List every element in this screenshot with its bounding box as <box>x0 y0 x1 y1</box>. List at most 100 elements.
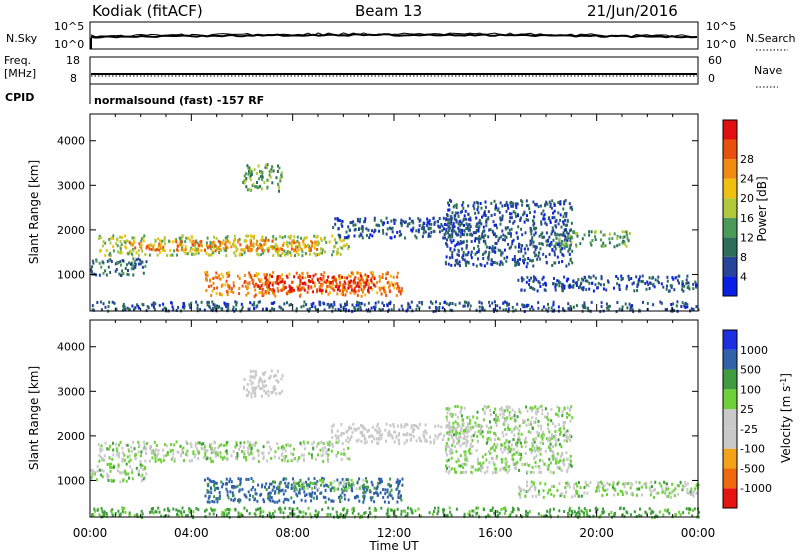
power-cell <box>292 288 295 292</box>
power-cell <box>581 237 584 241</box>
power-cell <box>608 237 611 241</box>
vel-cell <box>310 495 313 499</box>
power-cell <box>396 271 399 275</box>
vel-cell <box>556 466 559 470</box>
vel-cell <box>103 458 106 462</box>
power-cell <box>91 265 93 269</box>
power-cell <box>256 274 258 278</box>
vel-cell <box>317 487 320 491</box>
power-cell <box>657 275 660 279</box>
power-cell <box>120 243 123 247</box>
vel-cell <box>629 513 632 517</box>
power-cell <box>373 218 376 222</box>
vel-cell <box>311 482 314 485</box>
power-cell <box>349 221 352 225</box>
power-cell <box>566 218 569 222</box>
vel-cell <box>522 419 525 423</box>
vel-cell <box>212 512 215 516</box>
power-cell <box>337 307 340 311</box>
power-cell <box>224 303 227 307</box>
power-cell <box>458 229 461 233</box>
vel-cell <box>495 433 498 437</box>
power-cell <box>473 201 476 205</box>
power-cell <box>488 304 491 308</box>
vel-cell <box>353 427 356 431</box>
power-cell <box>628 302 631 306</box>
power-cell <box>464 209 467 213</box>
vel-cell <box>304 494 307 498</box>
power-cell <box>258 300 261 304</box>
power-cell <box>408 217 411 221</box>
power-cell <box>194 246 197 250</box>
power-cell <box>318 241 321 245</box>
vel-cell <box>524 440 526 444</box>
power-cell <box>458 253 460 257</box>
power-cell <box>205 241 208 245</box>
power-cell <box>191 235 193 239</box>
power-cell <box>288 272 291 276</box>
power-cell <box>219 293 222 297</box>
vel-cell <box>374 508 377 512</box>
power-cell <box>181 305 184 309</box>
vel-cell <box>571 495 574 499</box>
vel-cell <box>202 442 205 446</box>
vel-cell <box>183 459 185 463</box>
power-cell <box>583 301 586 305</box>
power-cell <box>226 239 229 243</box>
power-cell <box>335 252 338 256</box>
vel-cell <box>181 451 183 455</box>
vel-cell <box>379 481 382 485</box>
power-cell <box>102 261 105 265</box>
vel-cell <box>305 480 308 484</box>
power-cell <box>626 306 629 310</box>
power-cell <box>505 308 508 312</box>
vel-cell <box>433 438 436 442</box>
vel-cell <box>589 480 592 484</box>
vel-cell <box>125 443 128 447</box>
power-cell <box>513 260 516 264</box>
vel-cell <box>215 486 218 490</box>
vel-cell <box>454 413 457 417</box>
vel-cell <box>598 485 601 489</box>
power-cell <box>507 302 510 306</box>
power-cell <box>455 220 458 224</box>
power-cell <box>337 251 340 255</box>
vel-cell <box>226 452 229 456</box>
power-cell <box>365 234 368 237</box>
power-cell <box>532 308 535 312</box>
power-cell <box>497 239 500 243</box>
power-cell <box>533 251 536 255</box>
vel-cell <box>538 405 541 409</box>
vel-cell <box>665 488 668 492</box>
power-cell <box>543 217 546 221</box>
power-cell <box>444 300 446 304</box>
power-cell <box>274 243 277 247</box>
vel-cell <box>561 492 564 496</box>
vel-cell <box>145 441 148 445</box>
power-cell <box>123 239 126 243</box>
vel-cell <box>501 450 504 454</box>
power-cell <box>261 187 263 191</box>
power-cell <box>285 252 288 256</box>
vel-cell <box>418 423 421 426</box>
power-cell <box>450 240 453 244</box>
vel-cell <box>129 458 132 462</box>
vel-cell <box>454 420 457 424</box>
vel-cell <box>466 422 469 426</box>
vel-cell <box>623 485 626 489</box>
power-cell <box>241 253 244 257</box>
power-cell <box>526 275 529 279</box>
vel-cell <box>558 428 561 432</box>
power-cell <box>272 237 275 241</box>
power-cell <box>304 243 306 247</box>
power-cell <box>449 226 452 230</box>
power-cell <box>337 219 340 222</box>
vel-cell <box>260 394 263 398</box>
vel-cell <box>333 489 336 493</box>
vel-cell <box>210 480 213 484</box>
power-cell <box>664 308 667 311</box>
power-cell <box>256 185 259 189</box>
power-cell <box>521 244 524 248</box>
vel-cell <box>330 449 333 453</box>
vel-cell <box>298 491 301 495</box>
